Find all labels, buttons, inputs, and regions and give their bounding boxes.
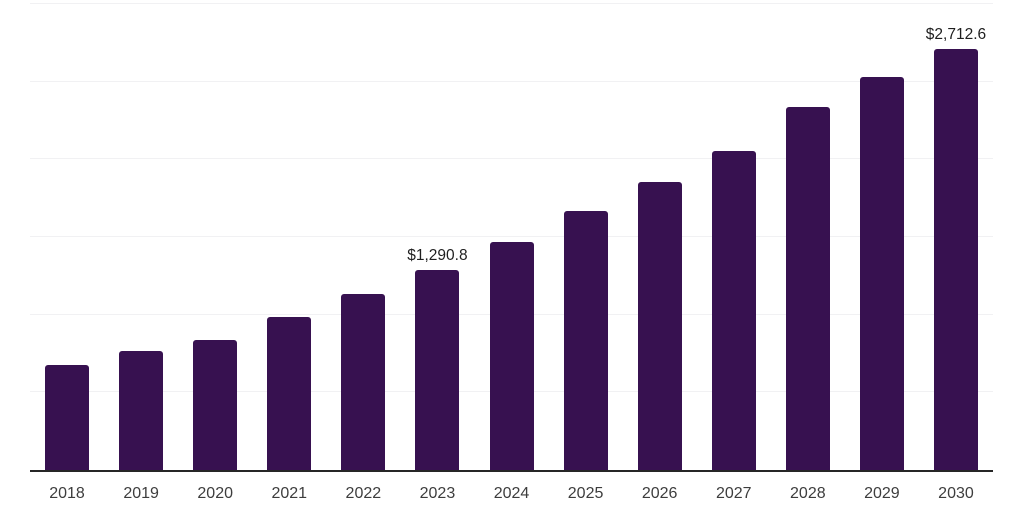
x-tick-2024: 2024 bbox=[493, 485, 530, 502]
gridline-2500 bbox=[30, 80, 993, 82]
bar-slot-2024 bbox=[474, 4, 548, 470]
bar-slot-2022 bbox=[326, 4, 400, 470]
gridline-2000 bbox=[30, 158, 993, 160]
x-tick-2021: 2021 bbox=[271, 485, 308, 502]
bar-slot-2029 bbox=[845, 4, 919, 470]
x-tick-2027: 2027 bbox=[715, 485, 752, 502]
bars-layer: $1,290.8 $2,712.6 bbox=[30, 4, 993, 470]
bar-slot-2018 bbox=[30, 4, 104, 470]
x-tick-2023: 2023 bbox=[419, 485, 456, 502]
bar-2027[interactable] bbox=[711, 150, 756, 470]
gridline-1500 bbox=[30, 236, 993, 237]
bar-2029[interactable] bbox=[859, 77, 904, 470]
plot-area: $1,290.8 $2,712.6 bbox=[30, 3, 993, 472]
x-axis-tick-labels: 2018 2019 2020 2021 2022 2023 2024 2025 2026 2027… bbox=[30, 470, 993, 503]
x-tick-2029: 2029 bbox=[864, 485, 900, 502]
bar-slot-2025 bbox=[549, 4, 623, 470]
bar-slot-2028 bbox=[771, 4, 845, 470]
bar-2030[interactable] bbox=[933, 48, 978, 470]
bar-slot-2019 bbox=[104, 4, 178, 470]
bar-2026[interactable] bbox=[637, 182, 682, 470]
bar-2018[interactable] bbox=[45, 365, 90, 470]
bar-slot-2020 bbox=[178, 4, 252, 470]
x-tick-2025: 2025 bbox=[567, 485, 604, 502]
bar-slot-2027 bbox=[697, 4, 771, 470]
x-tick-2028: 2028 bbox=[790, 485, 826, 502]
bar-slot-2021 bbox=[252, 4, 326, 470]
bar-2024[interactable] bbox=[489, 242, 534, 470]
bar-slot-2023: $1,290.8 bbox=[400, 4, 474, 470]
bar-2023[interactable] bbox=[415, 269, 460, 470]
bar-2019[interactable] bbox=[119, 351, 164, 470]
bar-2021[interactable] bbox=[267, 317, 312, 470]
x-tick-2026: 2026 bbox=[641, 485, 678, 502]
gridline-3000 bbox=[30, 3, 993, 4]
x-axis-line bbox=[30, 470, 993, 472]
bar-slot-2026 bbox=[623, 4, 697, 470]
bar-2028[interactable] bbox=[785, 106, 830, 470]
x-tick-2020: 2020 bbox=[197, 485, 233, 502]
x-tick-2019: 2019 bbox=[123, 485, 159, 502]
bar-slot-2030: $2,712.6 bbox=[919, 4, 993, 470]
x-tick-2022: 2022 bbox=[345, 485, 382, 502]
bar-2022[interactable] bbox=[341, 294, 386, 470]
data-label-2030: $2,712.6 bbox=[925, 25, 987, 43]
x-tick-2030: 2030 bbox=[938, 485, 974, 502]
data-label-2023: $1,290.8 bbox=[407, 246, 468, 264]
bar-2020[interactable] bbox=[193, 339, 238, 470]
bar-2025[interactable] bbox=[563, 211, 608, 470]
x-tick-2018: 2018 bbox=[49, 485, 85, 502]
